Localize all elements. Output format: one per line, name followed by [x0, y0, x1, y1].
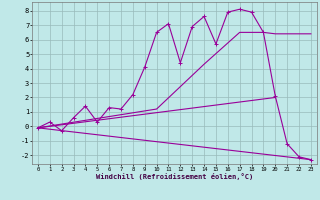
X-axis label: Windchill (Refroidissement éolien,°C): Windchill (Refroidissement éolien,°C)	[96, 173, 253, 180]
